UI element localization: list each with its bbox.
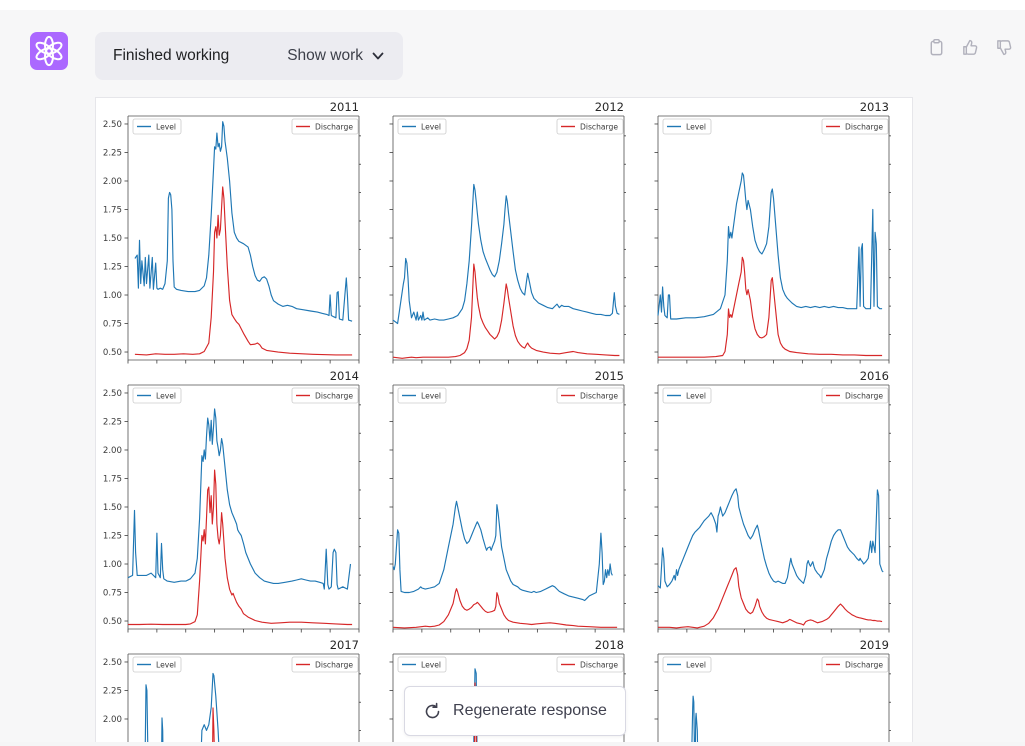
thumbs-up-icon[interactable] [961,38,980,57]
regenerate-button[interactable]: Regenerate response [404,686,626,736]
svg-text:Level: Level [686,392,706,401]
subplot-title: 2014 [330,369,359,383]
svg-text:Discharge: Discharge [315,392,353,401]
svg-text:Discharge: Discharge [845,661,883,670]
svg-text:Discharge: Discharge [845,123,883,132]
bottom-fade [0,742,1025,746]
subplot-title: 2012 [595,100,624,114]
copy-icon[interactable] [927,38,946,57]
svg-text:Discharge: Discharge [845,392,883,401]
svg-text:Discharge: Discharge [580,661,618,670]
subplot-2016: 510152025303540LevelDischarge2016 [626,367,907,636]
svg-text:0.50: 0.50 [103,617,122,627]
openai-logo-icon [30,32,68,70]
svg-text:2.00: 2.00 [103,715,122,725]
svg-text:Level: Level [156,661,176,670]
subplot-title: 2019 [860,638,889,652]
regenerate-icon [425,702,440,718]
subplot-2014: 0.500.751.001.251.501.752.002.252.505101… [96,367,377,636]
svg-text:Level: Level [421,392,441,401]
subplot-title: 2011 [330,100,359,114]
svg-text:2.25: 2.25 [103,686,122,696]
svg-text:1.75: 1.75 [103,474,122,484]
svg-text:2.00: 2.00 [103,177,122,187]
show-work-button[interactable]: Show work [287,47,385,65]
subplot-title: 2018 [595,638,624,652]
chart-figure: 0.500.751.001.251.501.752.002.252.505101… [95,97,913,746]
svg-text:0.75: 0.75 [103,320,122,330]
svg-text:1.50: 1.50 [103,234,122,244]
previous-message-row-edge [0,0,1025,10]
subplot-2017: 0.500.751.001.251.501.752.002.252.505101… [96,636,377,746]
svg-text:Discharge: Discharge [315,661,353,670]
show-work-label: Show work [287,47,363,64]
svg-text:Level: Level [686,661,706,670]
svg-text:1.75: 1.75 [103,205,122,215]
subplot-title: 2016 [860,369,889,383]
message-actions [927,38,1014,57]
subplot-2015: 510152025303540LevelDischarge2015 [361,367,642,636]
svg-text:Level: Level [156,123,176,132]
svg-text:1.50: 1.50 [103,503,122,513]
svg-text:Discharge: Discharge [315,123,353,132]
chevron-down-icon [372,52,384,60]
svg-text:Level: Level [156,392,176,401]
svg-text:1.25: 1.25 [103,532,122,542]
svg-text:Discharge: Discharge [580,392,618,401]
regenerate-label: Regenerate response [453,702,607,719]
svg-text:Level: Level [686,123,706,132]
svg-text:0.50: 0.50 [103,348,122,358]
svg-text:Discharge: Discharge [580,123,618,132]
subplot-2011: 0.500.751.001.251.501.752.002.252.505101… [96,98,377,367]
subplot-2019: 510152025303540LevelDischarge2019 [626,636,907,746]
svg-text:1.00: 1.00 [103,291,122,301]
chatgpt-avatar [30,32,68,70]
subplot-2012: 510152025303540LevelDischarge2012 [361,98,642,367]
status-bar: Finished working Show work [95,32,403,80]
subplot-title: 2017 [330,638,359,652]
svg-text:2.00: 2.00 [103,446,122,456]
svg-text:2.50: 2.50 [103,389,122,399]
svg-text:2.25: 2.25 [103,148,122,158]
svg-text:2.25: 2.25 [103,417,122,427]
subplot-title: 2015 [595,369,624,383]
svg-text:2.50: 2.50 [103,658,122,668]
subplot-2013: 510152025303540LevelDischarge2013 [626,98,907,367]
thumbs-down-icon[interactable] [995,38,1014,57]
subplot-title: 2013 [860,100,889,114]
svg-text:1.00: 1.00 [103,560,122,570]
svg-text:1.25: 1.25 [103,263,122,273]
svg-text:Level: Level [421,123,441,132]
status-text: Finished working [113,47,230,64]
svg-text:0.75: 0.75 [103,589,122,599]
svg-text:Level: Level [421,661,441,670]
svg-text:2.50: 2.50 [103,120,122,130]
